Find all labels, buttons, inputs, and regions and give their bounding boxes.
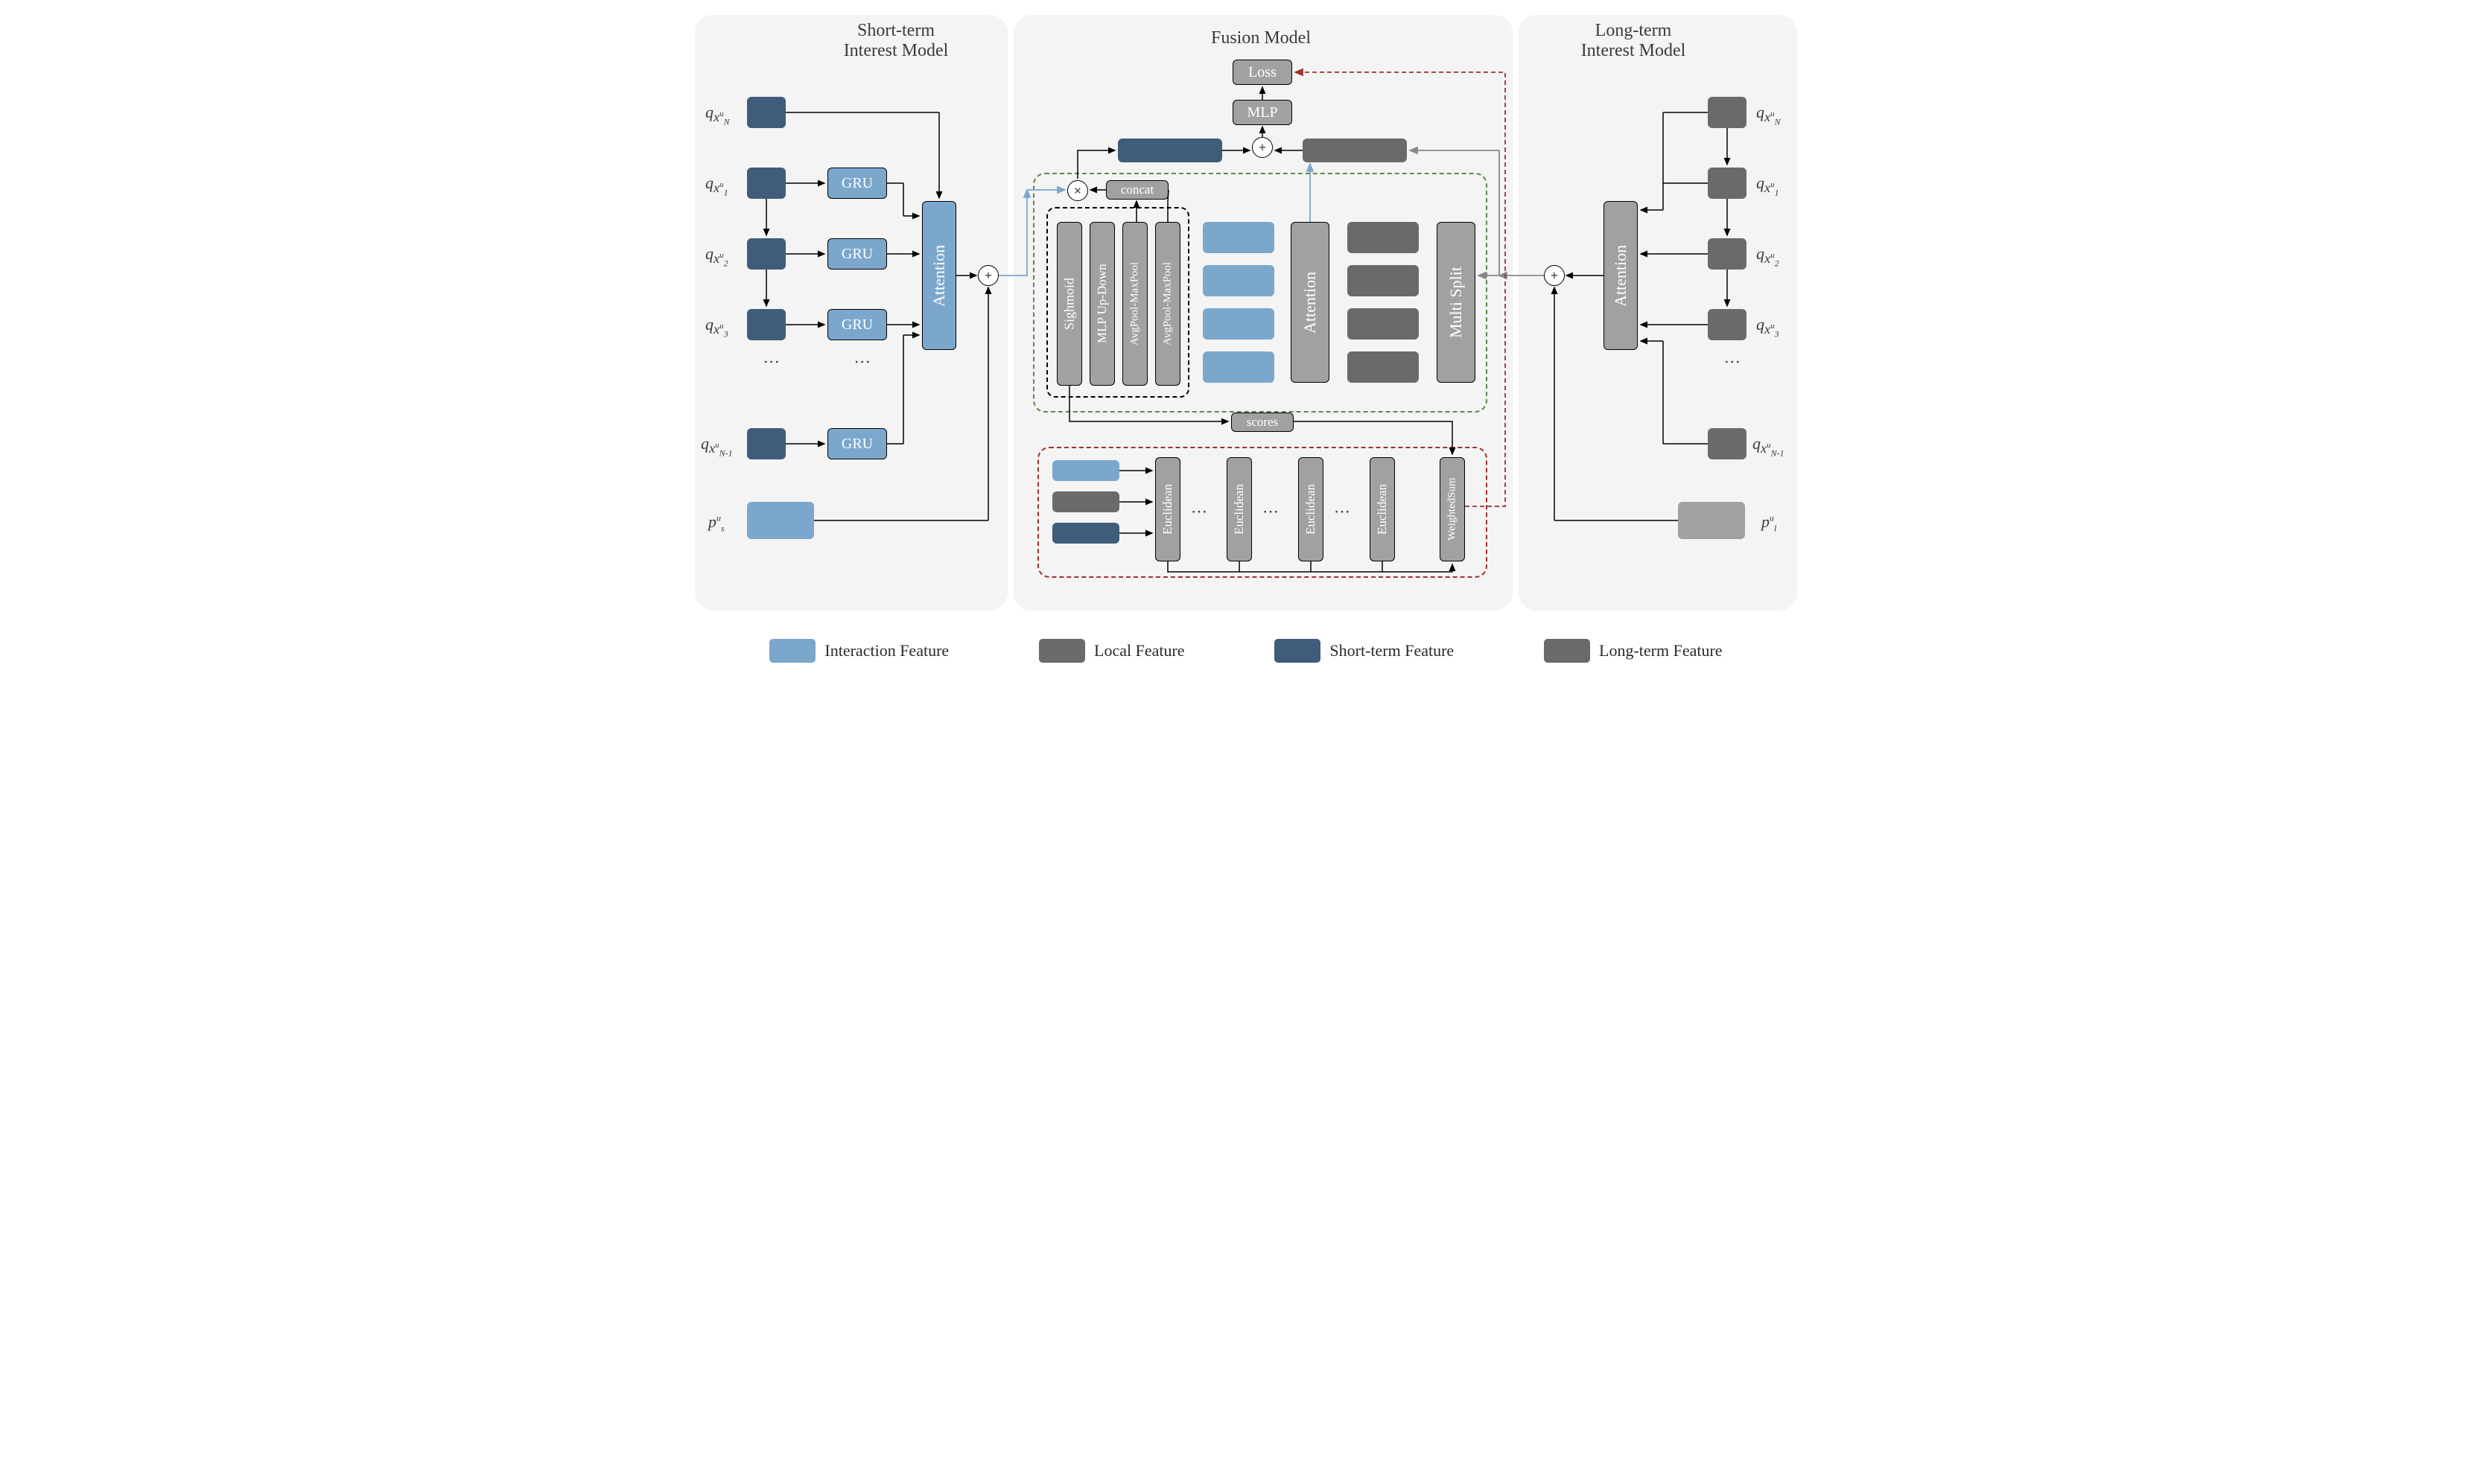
- gd-1: [1347, 222, 1419, 253]
- hdots-3: ⋯: [1334, 502, 1353, 521]
- bar-db: [1052, 523, 1119, 544]
- attention-long: Attention: [1603, 201, 1638, 350]
- sigmoid-box: Sighmoid: [1057, 222, 1082, 386]
- plus-right: +: [1544, 265, 1565, 286]
- legend: Interaction Feature Local Feature Short-…: [695, 631, 1797, 670]
- legend-short-label: Short-term Feature: [1329, 641, 1454, 660]
- avgmax-box: AvgPool-MaxPool: [1122, 222, 1148, 386]
- lb-1: [1203, 222, 1274, 253]
- label-qxN-l: qxuN: [1756, 103, 1781, 128]
- attention-short: Attention: [922, 201, 956, 350]
- ps-box: [747, 502, 814, 539]
- title-long: Long-termInterest Model: [1559, 21, 1708, 61]
- label-qx3-l: qxu3: [1756, 315, 1779, 340]
- weightedsum-box: WeightedSum: [1440, 457, 1465, 561]
- dots-long-q: ⋮: [1723, 354, 1742, 373]
- legend-local-label: Local Feature: [1094, 641, 1185, 660]
- dots-short-q: ⋮: [762, 354, 781, 373]
- avgmax-box-2: AvgPool-MaxPool: [1155, 222, 1180, 386]
- q-xN1-long: [1708, 428, 1746, 459]
- mlp-box: MLP: [1233, 100, 1292, 125]
- mlp-ud-box: MLP Up-Down: [1090, 222, 1115, 386]
- q-x1-short: [747, 168, 786, 199]
- label-ps: pus: [708, 512, 725, 534]
- long-feature-bar: [1303, 138, 1407, 162]
- label-pl: pul: [1761, 512, 1776, 534]
- gd-2: [1347, 265, 1419, 296]
- label-qx1-l: qxu1: [1756, 173, 1779, 199]
- dots-short-gru: ⋮: [853, 354, 872, 373]
- loss-box: Loss: [1233, 60, 1292, 85]
- q-x2-long: [1708, 238, 1746, 270]
- legend-interaction: Interaction Feature: [769, 639, 949, 663]
- scores-box: scores: [1231, 413, 1294, 432]
- title-short: Short-termInterest Model: [821, 21, 970, 61]
- plus-left: +: [978, 265, 999, 286]
- lb-4: [1203, 351, 1274, 383]
- label-qx2-l: qxu2: [1756, 244, 1779, 270]
- gru-4: GRU: [827, 428, 887, 459]
- attention-fusion: Attention: [1291, 222, 1329, 383]
- q-xN-short: [747, 97, 786, 128]
- pl-box: [1678, 502, 1745, 539]
- panel-long-term: [1519, 15, 1797, 611]
- euclid-4: Euclidean: [1370, 457, 1395, 561]
- label-qx3-s: qxu3: [705, 315, 728, 340]
- bar-lb: [1052, 460, 1119, 481]
- lb-2: [1203, 265, 1274, 296]
- hdots-1: ⋯: [1191, 502, 1210, 521]
- lb-3: [1203, 308, 1274, 340]
- q-x1-long: [1708, 168, 1746, 199]
- legend-local: Local Feature: [1039, 639, 1185, 663]
- plus-fusion: +: [1252, 137, 1273, 158]
- q-x3-long: [1708, 309, 1746, 340]
- gd-4: [1347, 351, 1419, 383]
- label-qxN1-s: qxuN-1: [701, 434, 733, 459]
- diagram-root: Short-termInterest Model Fusion Model Lo…: [695, 15, 1797, 670]
- euclid-3: Euclidean: [1298, 457, 1323, 561]
- legend-short: Short-term Feature: [1274, 639, 1454, 663]
- multisplit-box: Multi Split: [1437, 222, 1475, 383]
- short-feature-bar: [1118, 138, 1222, 162]
- legend-long: Long-term Feature: [1544, 639, 1723, 663]
- gd-3: [1347, 308, 1419, 340]
- legend-long-label: Long-term Feature: [1599, 641, 1723, 660]
- euclid-2: Euclidean: [1227, 457, 1252, 561]
- title-fusion: Fusion Model: [1186, 28, 1335, 48]
- gru-3: GRU: [827, 309, 887, 340]
- q-x3-short: [747, 309, 786, 340]
- label-qx1-s: qxu1: [705, 173, 728, 199]
- q-x2-short: [747, 238, 786, 270]
- gru-2: GRU: [827, 238, 887, 270]
- label-qx2-s: qxu2: [705, 244, 728, 270]
- euclid-1: Euclidean: [1155, 457, 1180, 561]
- label-qxN-s: qxuN: [705, 103, 730, 128]
- label-qxN1-l: qxuN-1: [1752, 434, 1784, 459]
- q-xN-long: [1708, 97, 1746, 128]
- bar-gd: [1052, 491, 1119, 512]
- hdots-2: ⋯: [1262, 502, 1281, 521]
- legend-interaction-label: Interaction Feature: [824, 641, 949, 660]
- q-xN1-short: [747, 428, 786, 459]
- gru-1: GRU: [827, 168, 887, 199]
